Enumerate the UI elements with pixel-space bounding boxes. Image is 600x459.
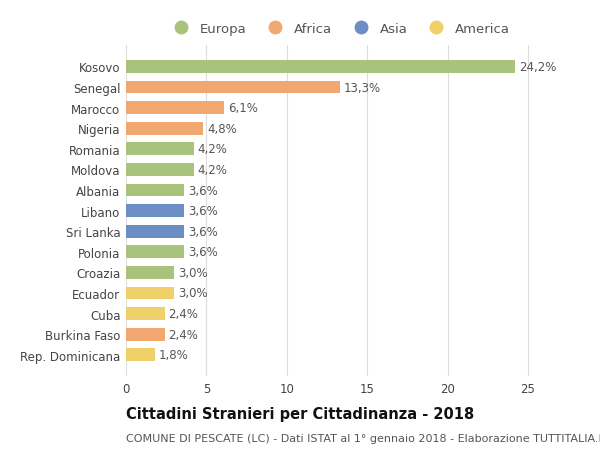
Bar	[126, 225, 184, 238]
Text: 3,6%: 3,6%	[188, 184, 218, 197]
Text: 3,6%: 3,6%	[188, 246, 218, 259]
Bar	[126, 61, 515, 73]
Bar	[126, 164, 194, 176]
Bar	[126, 287, 174, 300]
Bar	[126, 143, 194, 156]
Bar	[126, 81, 340, 94]
Bar	[126, 184, 184, 197]
Text: 4,2%: 4,2%	[197, 163, 227, 177]
Bar	[126, 102, 224, 115]
Text: 13,3%: 13,3%	[344, 81, 381, 95]
Text: 3,6%: 3,6%	[188, 225, 218, 238]
Text: 4,8%: 4,8%	[207, 123, 237, 135]
Legend: Europa, Africa, Asia, America: Europa, Africa, Asia, America	[168, 23, 510, 36]
Text: 2,4%: 2,4%	[169, 308, 199, 320]
Text: 4,2%: 4,2%	[197, 143, 227, 156]
Bar	[126, 328, 164, 341]
Text: 6,1%: 6,1%	[228, 102, 258, 115]
Text: 2,4%: 2,4%	[169, 328, 199, 341]
Bar	[126, 308, 164, 320]
Bar	[126, 123, 203, 135]
Text: 1,8%: 1,8%	[159, 348, 189, 362]
Text: COMUNE DI PESCATE (LC) - Dati ISTAT al 1° gennaio 2018 - Elaborazione TUTTITALIA: COMUNE DI PESCATE (LC) - Dati ISTAT al 1…	[126, 433, 600, 442]
Bar	[126, 205, 184, 218]
Text: 3,0%: 3,0%	[178, 287, 208, 300]
Bar	[126, 349, 155, 361]
Text: 3,6%: 3,6%	[188, 205, 218, 218]
Text: 3,0%: 3,0%	[178, 266, 208, 279]
Text: Cittadini Stranieri per Cittadinanza - 2018: Cittadini Stranieri per Cittadinanza - 2…	[126, 406, 474, 421]
Text: 24,2%: 24,2%	[519, 61, 556, 74]
Bar	[126, 246, 184, 258]
Bar	[126, 266, 174, 279]
